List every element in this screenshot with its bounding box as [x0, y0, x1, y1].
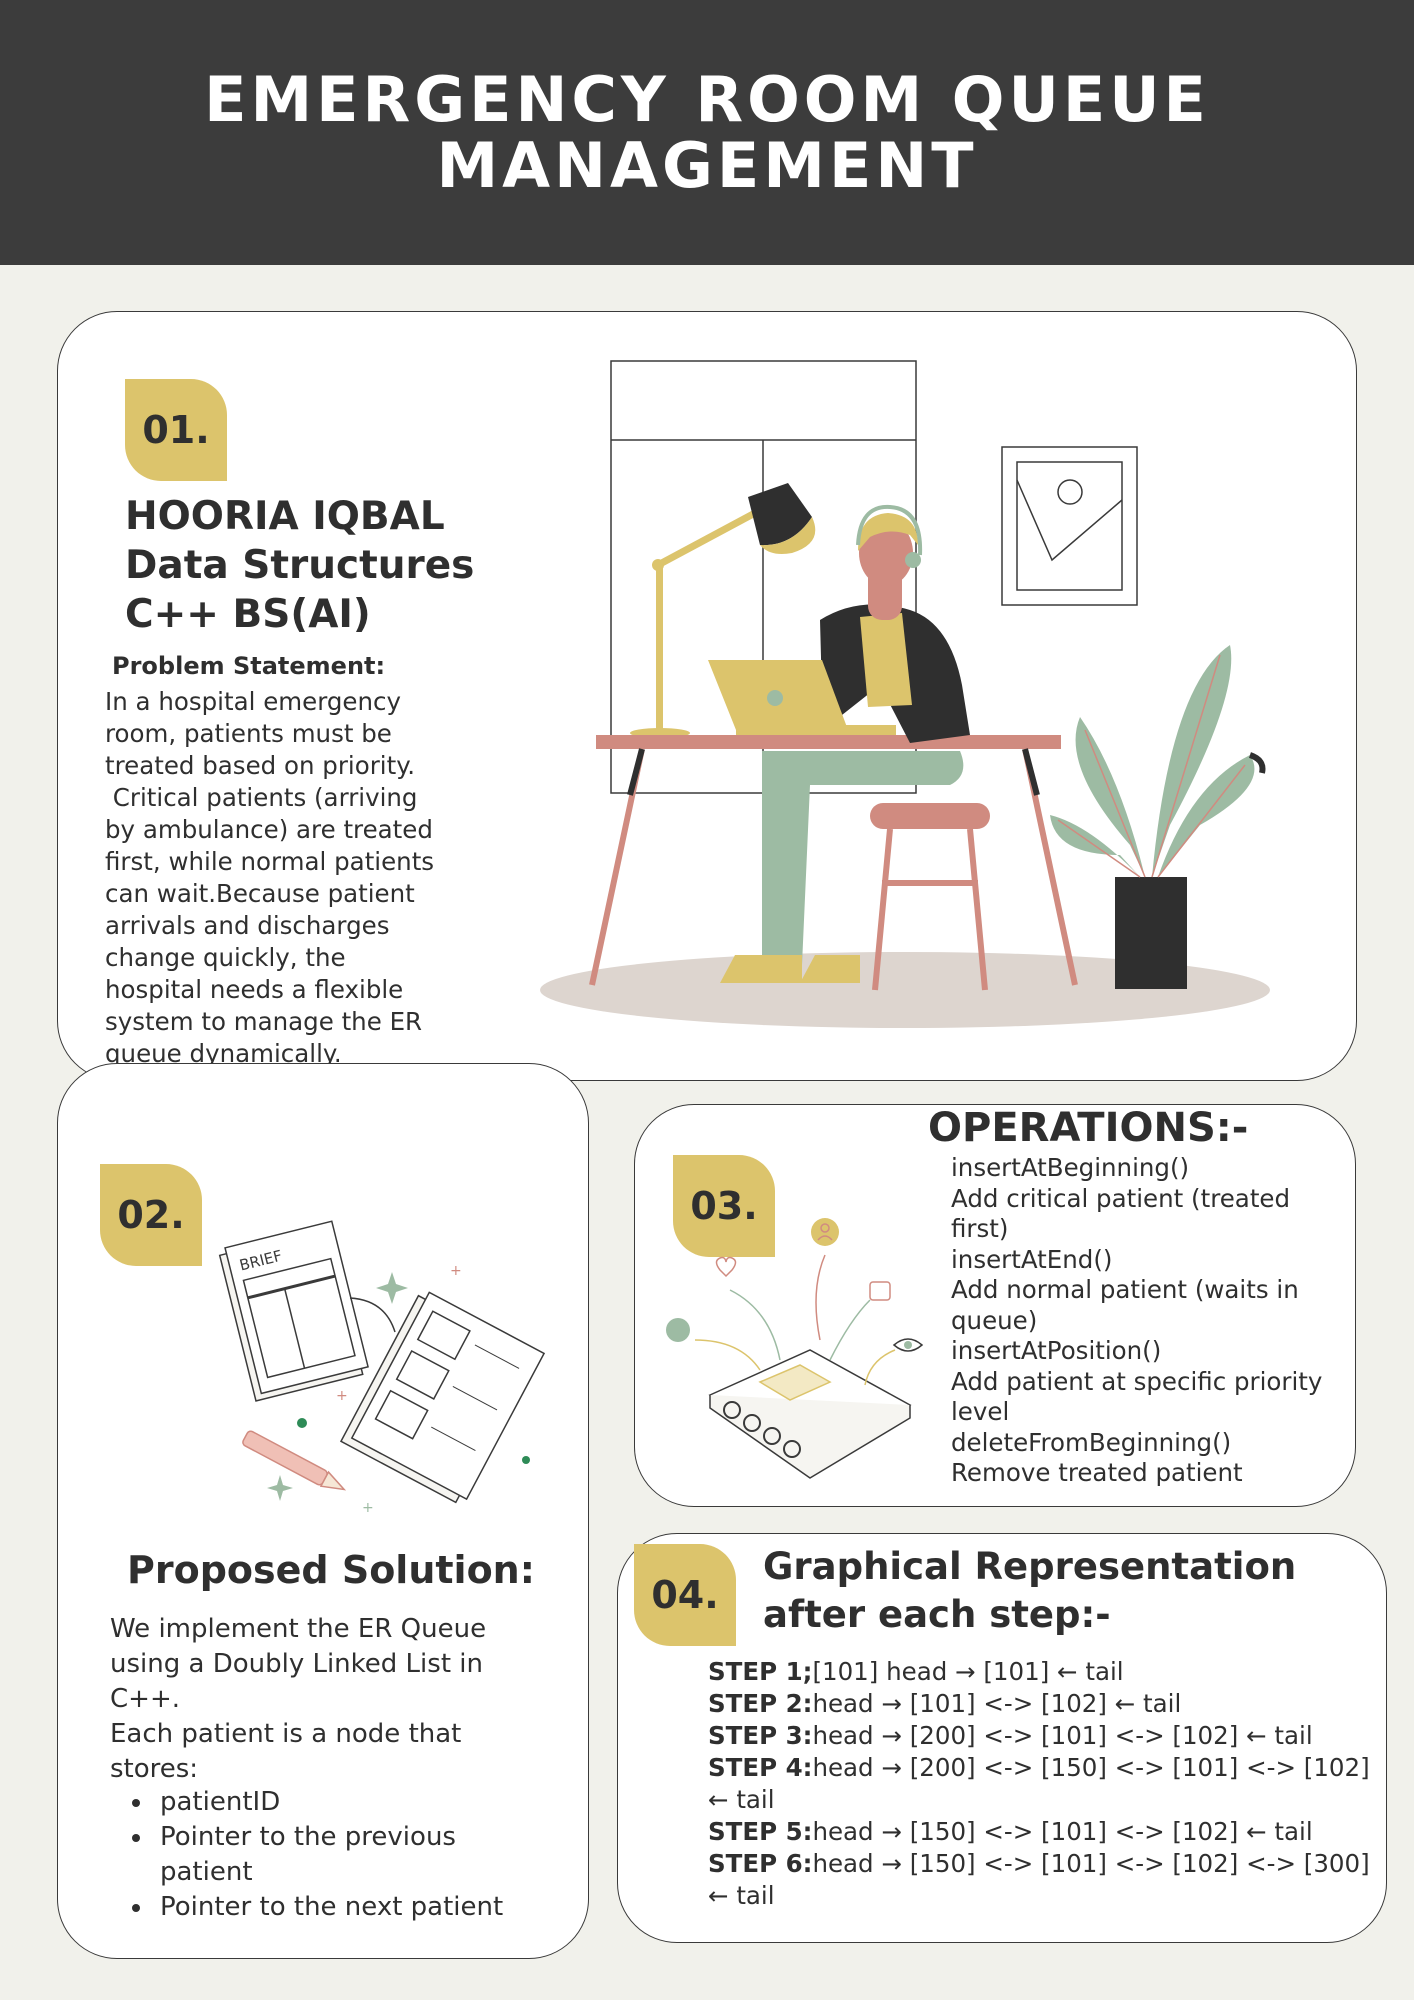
step-line: STEP 6:head → [150] <-> [101] <-> [102] … [708, 1849, 1370, 1878]
steps-list: STEP 1;[101] head → [101] ← tail STEP 2:… [708, 1656, 1370, 1912]
proposed-solution-title: Proposed Solution: [127, 1548, 535, 1592]
step-line: ← tail [708, 1881, 775, 1910]
problem-statement-label: Problem Statement: [112, 652, 386, 680]
list-item-continued: patient [160, 1857, 253, 1887]
solution-line: C++. [110, 1684, 180, 1714]
plant-icon [1050, 645, 1266, 989]
laptop-icon [708, 660, 896, 735]
problem-statement-text: In a hospital emergency room, patients m… [105, 686, 465, 1070]
problem-line: first, while normal patients [105, 847, 435, 876]
operation-description: Add critical patient (treated [951, 1183, 1291, 1213]
step-line: STEP 5:head → [150] <-> [101] <-> [102] … [708, 1817, 1313, 1846]
problem-line: Critical patients (arriving [105, 783, 418, 812]
svg-text:+: + [362, 1500, 374, 1516]
page-header: EMERGENCY ROOM QUEUE MANAGEMENT [0, 0, 1414, 265]
desk [589, 735, 1078, 986]
page-title: EMERGENCY ROOM QUEUE MANAGEMENT [204, 62, 1210, 202]
step-line: STEP 2:head → [101] <-> [102] ← tail [708, 1689, 1182, 1718]
solution-line: using a Doubly Linked List in [110, 1649, 483, 1679]
solution-line: We implement the ER Queue [110, 1614, 487, 1644]
thumbs-up-icon [869, 1281, 891, 1301]
eye-icon [892, 1338, 924, 1352]
badge-02: 02. [100, 1164, 202, 1266]
problem-line: arrivals and discharges [105, 911, 390, 940]
node-fields-list: patientID Pointer to the previous patien… [128, 1785, 503, 1925]
operation-description: first) [951, 1214, 1009, 1243]
problem-line: can wait.Because patient [105, 879, 415, 908]
operation-name: insertAtBeginning() [951, 1153, 1190, 1182]
card-graphical-representation [617, 1533, 1387, 1943]
operation-description: queue) [951, 1305, 1038, 1335]
floor-shadow [540, 952, 1270, 1028]
problem-line: by ambulance) are treated [105, 815, 433, 844]
proposed-solution-text: We implement the ER Queue using a Doubly… [110, 1612, 486, 1787]
step-line: STEP 4:head → [200] <-> [150] <-> [101] … [708, 1753, 1370, 1782]
pencil-icon [242, 1430, 347, 1491]
problem-line: In a hospital emergency [105, 687, 401, 716]
list-item: Pointer to the previous [128, 1820, 503, 1855]
operation-description: level [951, 1397, 1010, 1426]
list-item: patientID [128, 1785, 503, 1820]
program-name: C++ BS(AI) [125, 592, 371, 637]
graphical-representation-title: Graphical Representation after each step… [763, 1543, 1296, 1639]
problem-line: system to manage the ER [105, 1007, 423, 1036]
operation-name: deleteFromBeginning() [951, 1427, 1232, 1457]
svg-text:+: + [450, 1263, 462, 1279]
step-line: ← tail [708, 1785, 775, 1814]
svg-text:+: + [336, 1388, 348, 1404]
operation-description: Remove treated patient [951, 1458, 1243, 1487]
problem-line: room, patients must be [105, 719, 392, 748]
problem-line: hospital needs a flexible [105, 975, 404, 1004]
problem-line: treated based on priority. [105, 751, 415, 780]
heart-icon [715, 1256, 737, 1278]
operation-description: Add normal patient (waits in [951, 1275, 1299, 1304]
operation-name: insertAtEnd() [951, 1244, 1113, 1274]
operations-list: insertAtBeginning() Add critical patient… [951, 1153, 1322, 1489]
author-block: HOORIA IQBAL Data Structures C++ BS(AI) [125, 492, 474, 639]
badge-04: 04. [634, 1544, 736, 1646]
problem-line: change quickly, the [105, 943, 346, 972]
picture-frame-icon [1001, 446, 1138, 606]
operations-title: OPERATIONS:- [928, 1105, 1249, 1151]
person-at-laptop [720, 504, 970, 983]
notebook-icon [708, 1349, 912, 1479]
workspace-illustration [540, 360, 1270, 1028]
brief-illustration: BRIEF + + + [218, 1220, 546, 1516]
title-line: Graphical Representation [763, 1545, 1297, 1588]
course-name: Data Structures [125, 543, 475, 588]
operation-name: insertAtPosition() [951, 1336, 1162, 1365]
solution-line: stores: [110, 1754, 199, 1784]
step-line: STEP 1;[101] head → [101] ← tail [708, 1657, 1124, 1686]
title-line: after each step:- [763, 1593, 1111, 1636]
solution-line: Each patient is a node that [110, 1719, 462, 1749]
operation-description: Add patient at specific priority [951, 1366, 1323, 1396]
step-line: STEP 3:head → [200] <-> [101] <-> [102] … [708, 1721, 1313, 1750]
badge-03: 03. [673, 1155, 775, 1257]
list-item: Pointer to the next patient [128, 1890, 503, 1925]
author-name: HOORIA IQBAL [125, 494, 445, 539]
badge-01: 01. [125, 379, 227, 481]
stool [870, 803, 990, 991]
notebook-illustration [666, 1218, 924, 1479]
